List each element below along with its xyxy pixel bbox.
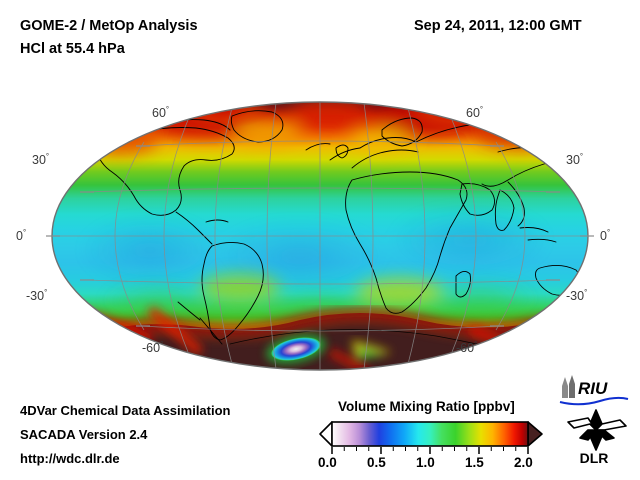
graticule [52,102,588,370]
lat-label-right-minus30: -30° [566,288,588,304]
footer-line-method: 4DVar Chemical Data Assimilation [20,403,231,418]
vortex-core-minimum [266,334,326,364]
colorbar-ramp [332,422,528,446]
lat-label-left-minus60: -60° [142,340,164,356]
colorbar-tick-0: 0.0 [318,455,337,470]
colorbar-title: Volume Mixing Ratio [ppbv] [338,399,515,414]
lat-label-left-30: 30° [32,152,50,168]
footer-line-version: SACADA Version 2.4 [20,427,148,442]
footer-line-url[interactable]: http://wdc.dlr.de [20,451,120,466]
lat-label-right-60: 60° [466,105,484,121]
riu-swoosh [559,396,629,406]
lat-label-right-0: 0° [600,228,611,244]
dlr-wordmark: DLR [580,450,609,466]
lat-label-left-60: 60° [152,105,170,121]
colorbar[interactable] [318,420,558,470]
dlr-pinwheel-icon [567,409,627,451]
map-panel: 60° 30° 0° -30° -60° 60° 30° 0° -30° -60… [16,101,611,371]
lat-label-left-minus30: -30° [26,288,48,304]
colorbar-tick-2: 1.0 [416,455,435,470]
colorbar-ticks [331,447,529,454]
colorbar-extend-high [527,421,543,447]
colorbar-minor-ticks [343,447,517,451]
riu-logo: RIU [559,375,629,406]
page-title: GOME-2 / MetOp Analysis [20,18,198,34]
timestamp-label: Sep 24, 2011, 12:00 GMT [414,18,582,34]
lat-label-right-minus60: -60° [456,340,478,356]
coastlines [95,110,581,353]
colorbar-tick-3: 1.5 [465,455,484,470]
riu-wordmark: RIU [578,379,608,398]
colorbar-tick-1: 0.5 [367,455,386,470]
product-subtitle: HCl at 55.4 hPa [20,41,125,57]
lat-ticks [46,145,594,327]
colorbar-tick-4: 2.0 [514,455,533,470]
cathedral-icon [562,375,575,398]
colorbar-extend-low [319,421,333,447]
dlr-logo: DLR [567,409,627,466]
lat-label-right-30: 30° [566,152,584,168]
lat-label-left-0: 0° [16,228,27,244]
mollweide-map [46,101,594,371]
colorbar-frame [331,421,529,447]
